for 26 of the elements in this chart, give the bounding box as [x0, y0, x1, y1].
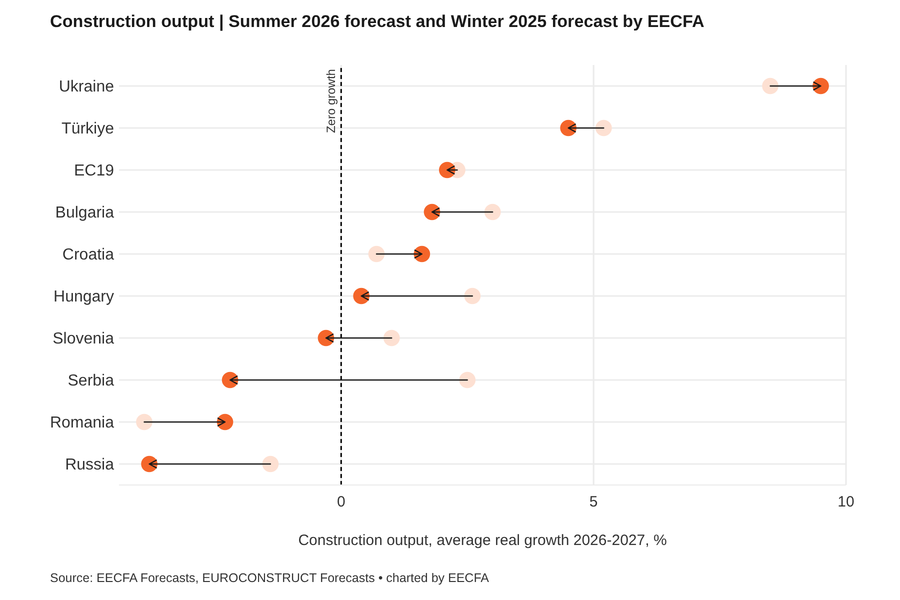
y-tick-label: Serbia [68, 372, 114, 390]
source-note: Source: EECFA Forecasts, EUROCONSTRUCT Forecasts • charted by EECFA [50, 571, 489, 585]
y-tick-label: Russia [65, 456, 114, 474]
y-tick-label: Croatia [62, 246, 114, 264]
y-tick-label: Romania [50, 414, 114, 432]
y-tick-label: Türkiye [62, 120, 114, 138]
point [459, 372, 476, 388]
y-tick-label: Hungary [54, 288, 114, 306]
x-tick-label: 5 [589, 494, 598, 511]
y-tick-label: EC19 [74, 162, 114, 180]
point [464, 288, 481, 304]
x-axis-title: Construction output, average real growth 2026-2027, % [298, 532, 667, 549]
x-tick-label: 0 [336, 494, 346, 511]
y-tick-label: Ukraine [58, 78, 114, 96]
point [262, 456, 279, 472]
point [136, 414, 152, 430]
point [368, 246, 385, 262]
y-tick-label: Slovenia [52, 330, 114, 348]
x-tick-label: 10 [838, 494, 854, 511]
chart-title: Construction output | Summer 2026 forecast and Winter 2025 forecast by EECFA [50, 11, 704, 33]
ref-line-label: Zero growth [324, 69, 338, 134]
y-tick-label: Bulgaria [55, 204, 114, 222]
point [383, 330, 400, 346]
point [762, 78, 778, 94]
point [484, 204, 501, 220]
point [595, 120, 612, 136]
